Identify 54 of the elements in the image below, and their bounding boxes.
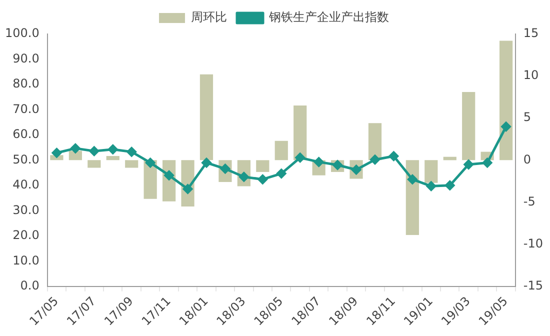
point: [464, 160, 474, 170]
y2-tick-label: -15: [523, 278, 544, 292]
y-tick-label: 10.0: [12, 253, 40, 268]
point: [52, 148, 62, 158]
y2-tick-label: -5: [523, 194, 536, 208]
point: [314, 157, 324, 167]
legend-label: 钢铁生产企业产出指数: [268, 10, 389, 24]
y-tick-label: 20.0: [12, 228, 40, 242]
point: [126, 147, 136, 157]
y2-tick-label: 15: [523, 26, 539, 40]
point: [70, 143, 80, 154]
point: [164, 170, 174, 180]
y-tick-label: 0.0: [20, 278, 40, 292]
y2-tick-label: 5: [523, 110, 532, 124]
bar: [200, 74, 214, 160]
y-tick-label: 80.0: [12, 76, 40, 91]
y-tick-label: 60.0: [12, 127, 40, 142]
bar: [256, 160, 270, 172]
bar: [106, 156, 120, 160]
point: [89, 146, 100, 156]
y-tick-label: 70.0: [12, 102, 40, 116]
bar: [406, 160, 419, 236]
y-tick-label: 100.0: [4, 26, 40, 40]
bar: [368, 123, 382, 160]
point: [145, 158, 156, 168]
y-tick-label: 30.0: [12, 202, 40, 217]
y-tick-label: 90.0: [12, 51, 40, 66]
bar: [125, 160, 138, 168]
bar: [462, 92, 476, 160]
point: [258, 174, 268, 184]
point: [276, 168, 286, 178]
point: [182, 184, 193, 194]
point: [108, 144, 118, 154]
y2-tick-label: 10: [523, 68, 539, 82]
y2-tick-label: 0: [523, 152, 532, 166]
bar: [294, 106, 307, 160]
point: [370, 154, 380, 165]
y-tick-label: 50.0: [12, 152, 40, 166]
bar: [424, 160, 438, 183]
point: [388, 151, 399, 161]
bar: [499, 40, 513, 160]
point: [295, 152, 305, 163]
bar: [274, 140, 288, 160]
point: [202, 158, 212, 168]
point: [408, 174, 418, 184]
point: [501, 122, 511, 132]
bar: [68, 150, 82, 160]
y-tick-label: 40.0: [12, 178, 40, 192]
point: [445, 180, 455, 190]
point: [482, 158, 492, 168]
y2-tick-label: -10: [523, 236, 544, 250]
legend-label: 周环比: [191, 10, 227, 24]
point: [426, 181, 436, 192]
bar: [88, 160, 101, 168]
